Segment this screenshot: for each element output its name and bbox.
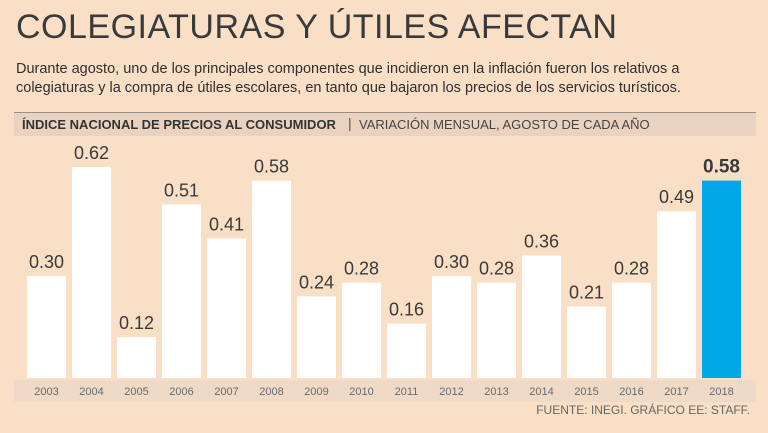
- x-tick-2006: 2006: [169, 386, 193, 398]
- bar-2006: [162, 204, 201, 378]
- data-label-2010: 0.28: [344, 259, 379, 279]
- data-label-2007: 0.41: [209, 214, 244, 234]
- x-tick-2005: 2005: [124, 386, 148, 398]
- x-tick-2004: 2004: [79, 386, 103, 398]
- data-label-2013: 0.28: [479, 259, 514, 279]
- data-label-2015: 0.21: [569, 283, 604, 303]
- x-tick-2012: 2012: [439, 386, 463, 398]
- bar-2012: [432, 275, 471, 378]
- x-tick-2015: 2015: [574, 386, 598, 398]
- bar-2011: [387, 323, 426, 378]
- x-tick-2003: 2003: [34, 386, 58, 398]
- x-tick-2008: 2008: [259, 386, 283, 398]
- x-tick-2016: 2016: [619, 386, 643, 398]
- data-label-2018: 0.58: [703, 157, 740, 178]
- data-label-2004: 0.62: [74, 143, 109, 163]
- chart-subtitle: Durante agosto, uno de los principales c…: [16, 61, 681, 96]
- bar-2013: [477, 282, 516, 378]
- band-separator: |: [348, 115, 352, 131]
- index-name-label: ÍNDICE NACIONAL DE PRECIOS AL CONSUMIDOR: [22, 117, 336, 132]
- data-label-2008: 0.58: [254, 157, 289, 177]
- chart-header-band: ÍNDICE NACIONAL DE PRECIOS AL CONSUMIDOR…: [14, 112, 756, 136]
- x-tick-2013: 2013: [484, 386, 508, 398]
- x-tick-2011: 2011: [395, 386, 419, 398]
- chart-title: COLEGIATURAS Y ÚTILES AFECTAN: [16, 8, 618, 46]
- data-label-2009: 0.24: [299, 272, 334, 292]
- source-note: FUENTE: INEGI. GRÁFICO EE: STAFF.: [536, 403, 750, 417]
- x-tick-2018: 2018: [709, 386, 733, 398]
- bar-2003: [27, 275, 66, 378]
- x-axis-band: [14, 380, 756, 402]
- x-tick-2009: 2009: [304, 386, 328, 398]
- bar-2014: [522, 255, 561, 378]
- data-label-2016: 0.28: [614, 259, 649, 279]
- bar-2016: [612, 282, 651, 378]
- data-label-2003: 0.30: [29, 252, 64, 272]
- bar-2018: [702, 180, 741, 378]
- bar-2008: [252, 180, 291, 378]
- bar-2010: [342, 282, 381, 378]
- bar-2015: [567, 306, 606, 378]
- bar-2005: [117, 337, 156, 378]
- x-tick-2007: 2007: [214, 386, 238, 398]
- bar-2004: [72, 167, 111, 378]
- variation-label: VARIACIÓN MENSUAL, AGOSTO DE CADA AÑO: [359, 117, 650, 132]
- x-tick-2017: 2017: [664, 386, 688, 398]
- data-label-2014: 0.36: [524, 231, 559, 251]
- bar-2007: [207, 238, 246, 378]
- data-label-2011: 0.16: [389, 300, 424, 320]
- bar-2017: [657, 211, 696, 378]
- x-tick-2014: 2014: [529, 386, 553, 398]
- data-label-2006: 0.51: [164, 180, 199, 200]
- data-label-2005: 0.12: [119, 313, 154, 333]
- data-label-2017: 0.49: [659, 187, 694, 207]
- bar-2009: [297, 296, 336, 378]
- data-label-2012: 0.30: [434, 252, 469, 272]
- x-tick-2010: 2010: [349, 386, 373, 398]
